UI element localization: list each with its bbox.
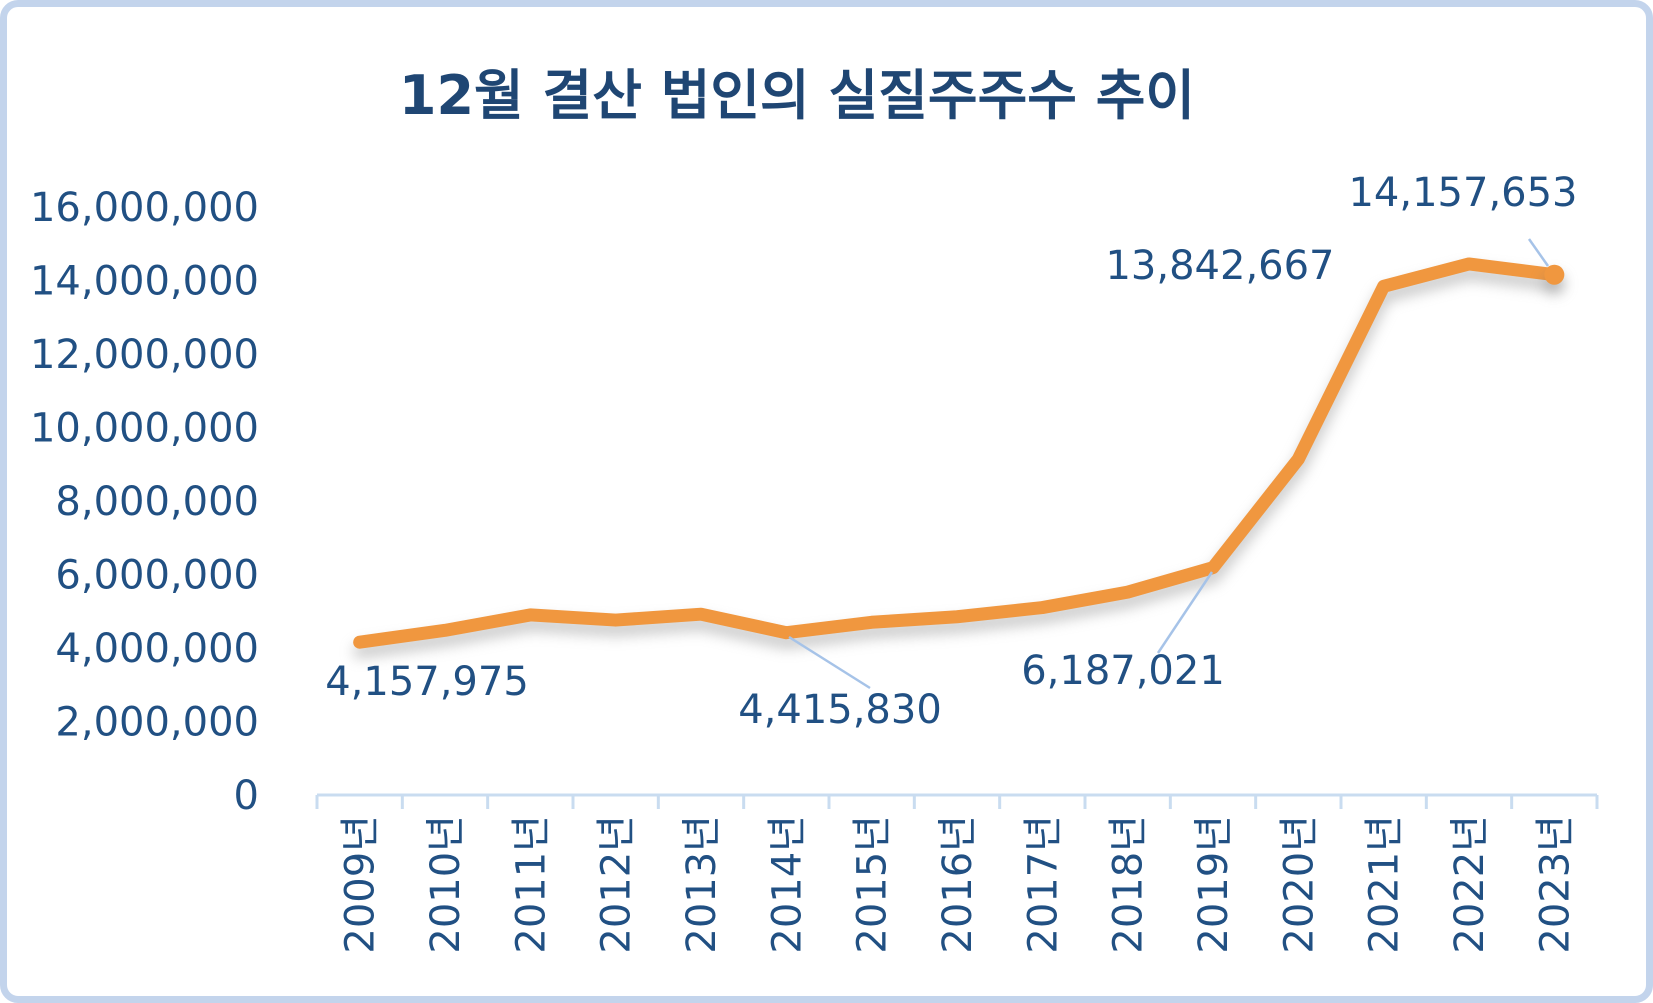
x-axis-tick-label: 2011년: [508, 815, 554, 954]
x-axis-tick-label: 2020년: [1276, 815, 1322, 954]
x-axis-tick-label: 2021년: [1362, 815, 1408, 954]
x-axis-tick-label: 2010년: [423, 815, 469, 954]
data-label: 4,157,975: [325, 659, 529, 705]
x-axis-tick-label: 2022년: [1447, 815, 1493, 954]
data-label: 4,415,830: [738, 687, 942, 733]
y-axis-tick-label: 2,000,000: [55, 700, 259, 746]
y-axis-tick-label: 12,000,000: [30, 332, 259, 378]
x-axis-tick-label: 2014년: [764, 815, 810, 954]
x-axis-tick-label: 2018년: [1106, 815, 1152, 954]
leader-line: [788, 635, 871, 690]
x-axis-tick-label: 2023년: [1532, 815, 1578, 954]
plot-area: 0 2,000,000 4,000,000 6,000,000 8,000,000 10,…: [30, 170, 1599, 954]
x-axis-tick-label: 2013년: [679, 815, 725, 954]
y-axis-tick-label: 4,000,000: [55, 626, 259, 672]
chart-title: 12월 결산 법인의 실질주주수 추이: [399, 64, 1195, 127]
y-axis-tick-label: 6,000,000: [55, 553, 259, 599]
y-axis-tick-label: 10,000,000: [30, 406, 259, 452]
x-axis-tick-label: 2016년: [935, 815, 981, 954]
y-axis-tick-label: 8,000,000: [55, 479, 259, 525]
data-label: 14,157,653: [1348, 170, 1577, 216]
y-axis-tick-label: 14,000,000: [30, 259, 259, 305]
y-axis-tick-label: 16,000,000: [30, 185, 259, 231]
x-axis-tick-label: 2009년: [338, 815, 384, 954]
x-axis-tick-label: 2019년: [1191, 815, 1237, 954]
x-axis-tick-label: 2017년: [1020, 815, 1066, 954]
leader-line: [1527, 238, 1550, 267]
leader-line: [1156, 571, 1214, 654]
data-point-marker: [1544, 264, 1565, 285]
x-axis-tick-label: 2012년: [594, 815, 640, 954]
x-axis-tick-label: 2015년: [850, 815, 896, 954]
data-label: 13,842,667: [1105, 243, 1334, 289]
y-axis-tick-label: 0: [234, 773, 259, 819]
data-label: 6,187,021: [1021, 648, 1225, 694]
line-chart: 12월 결산 법인의 실질주주수 추이 0 2,000,000 4,000,000 6…: [30, 64, 1599, 954]
series-line: [353, 257, 1561, 649]
